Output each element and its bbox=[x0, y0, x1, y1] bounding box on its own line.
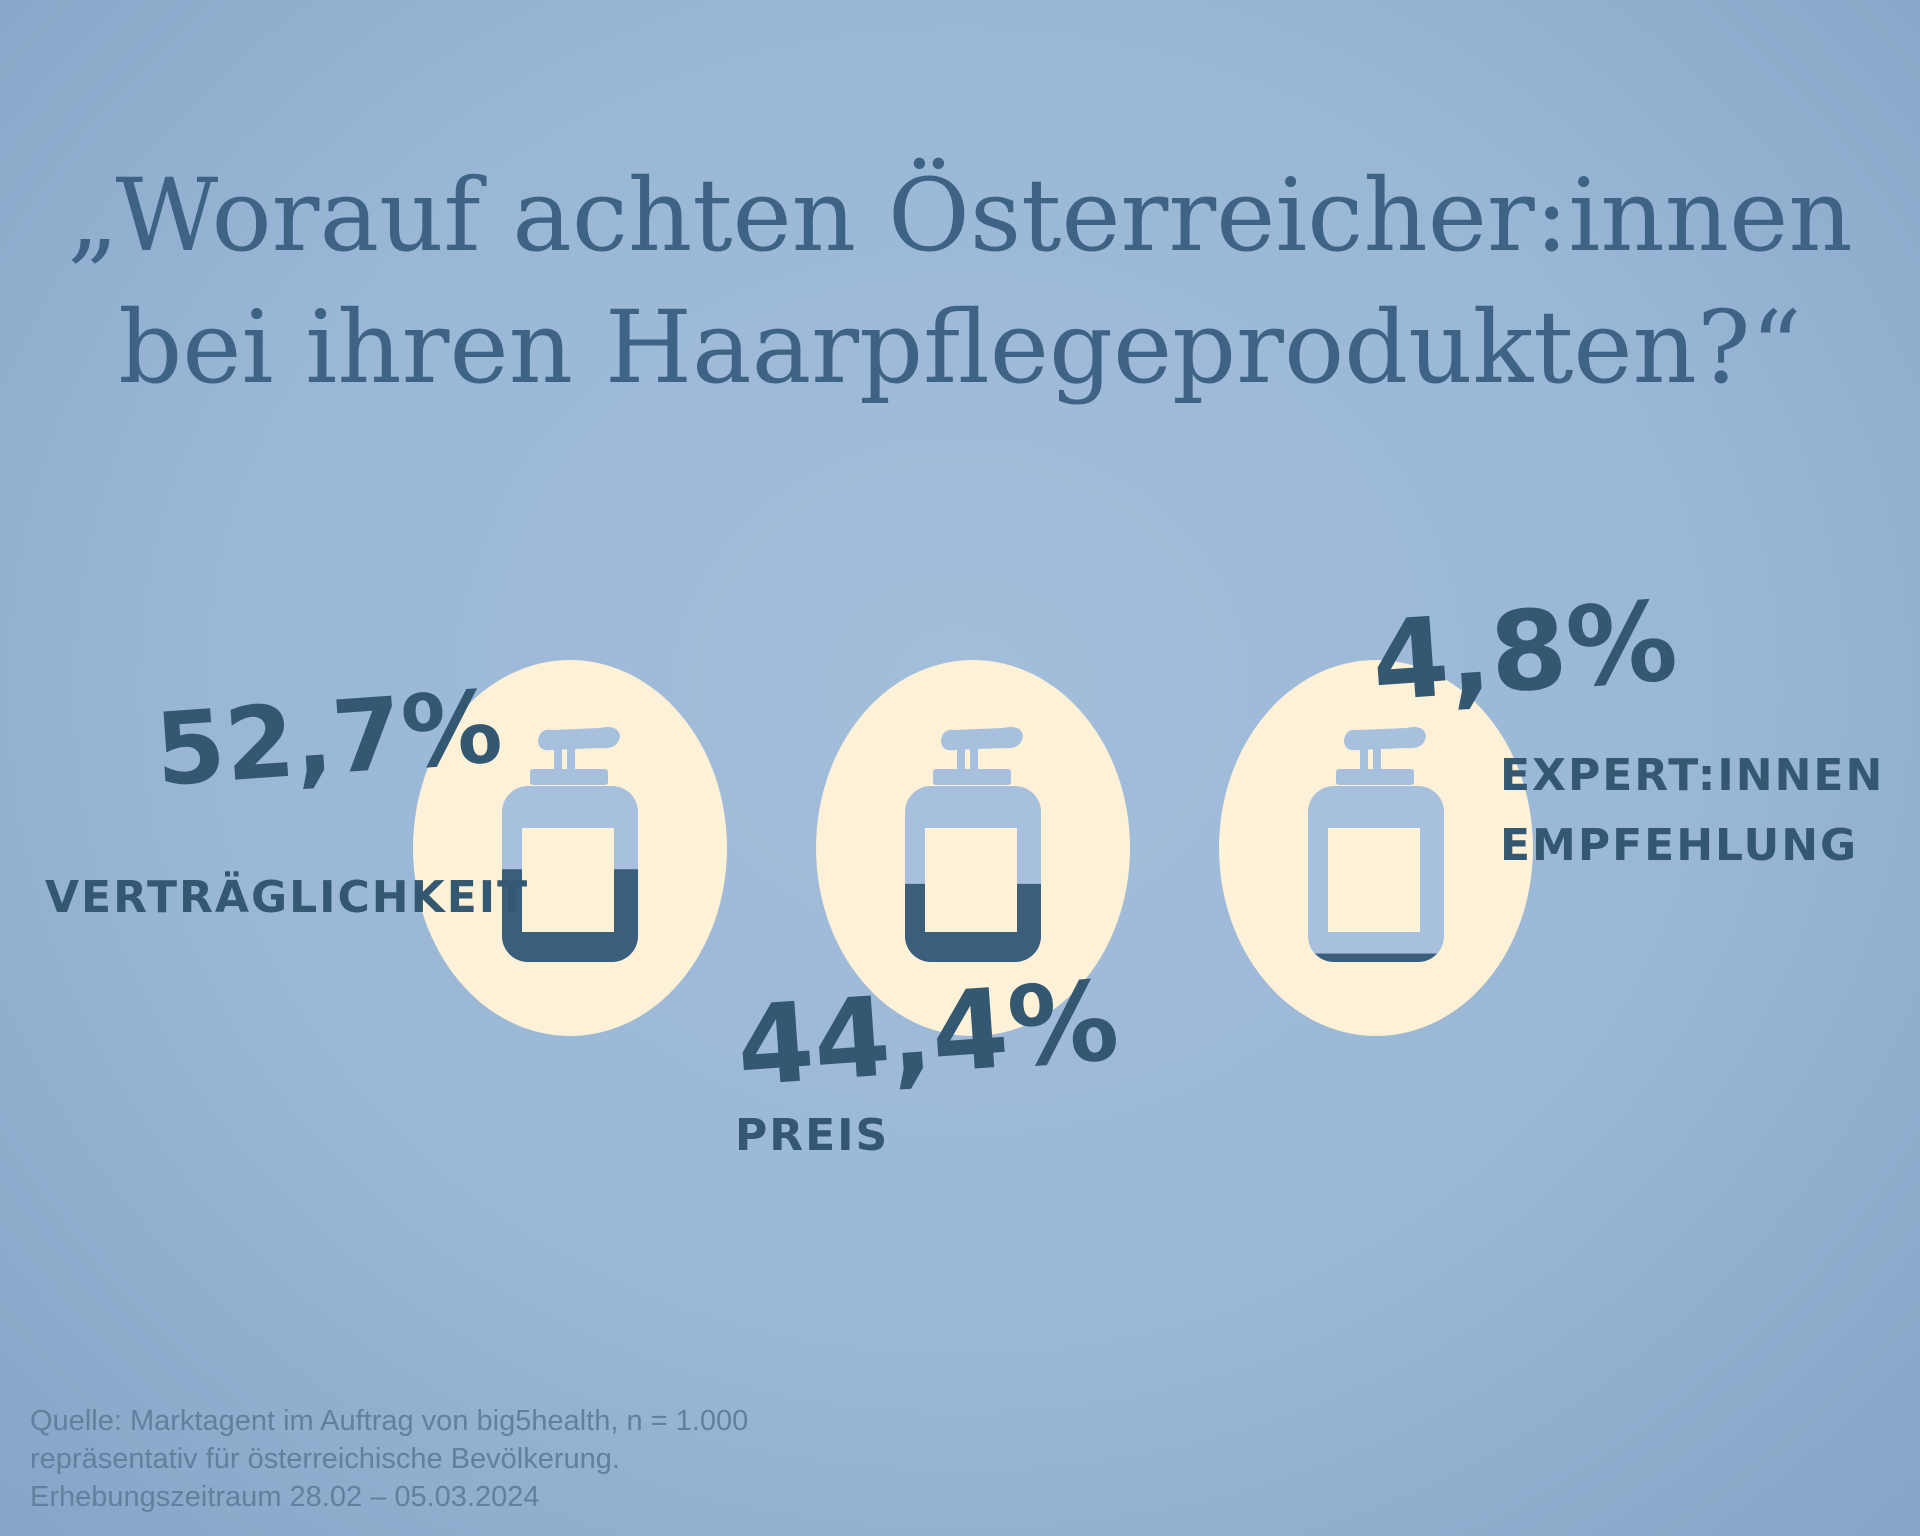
category-label-preis: PREIS bbox=[735, 1110, 889, 1161]
bottle-label-window bbox=[522, 828, 614, 932]
pump-stem bbox=[1360, 749, 1368, 771]
source-note: Quelle: Marktagent im Auftrag von big5he… bbox=[30, 1402, 748, 1516]
bottle-neck bbox=[530, 769, 608, 785]
pump-stem bbox=[567, 749, 575, 771]
title-line-1: „Worauf achten Österreicher:innen bbox=[67, 157, 1853, 274]
category-label-expertinnen-empfehlung: EMPFEHLUNG bbox=[1500, 820, 1858, 871]
category-label-vertraeglichkeit: VERTRÄGLICHKEIT bbox=[45, 870, 529, 923]
source-line-2: repräsentativ für österreichische Bevölk… bbox=[30, 1443, 620, 1475]
pump-stem bbox=[957, 749, 965, 771]
bottle-label-window bbox=[1328, 828, 1420, 932]
value-label-expertinnen-empfehlung: 4,8% bbox=[1368, 577, 1681, 726]
value-label-preis: 44,4% bbox=[733, 957, 1123, 1111]
pump-stem bbox=[1373, 749, 1381, 771]
pump-head-icon bbox=[538, 727, 620, 751]
chart-title: „Worauf achten Österreicher:innen bei ih… bbox=[0, 150, 1920, 414]
bottle-neck bbox=[1336, 769, 1414, 785]
bottle-neck bbox=[933, 769, 1011, 785]
category-label-expertinnen-empfehlung: EXPERT:INNEN bbox=[1500, 750, 1884, 801]
bottle-item-preis bbox=[816, 660, 1130, 1036]
bottle-item-expertinnen-empfehlung bbox=[1219, 660, 1533, 1036]
fill-level-bar bbox=[1308, 953, 1444, 962]
pump-head-icon bbox=[1344, 727, 1426, 751]
source-line-1: Quelle: Marktagent im Auftrag von big5he… bbox=[30, 1405, 749, 1437]
source-line-3: Erhebungszeitraum 28.02 – 05.03.2024 bbox=[30, 1481, 540, 1513]
pump-head-icon bbox=[941, 727, 1023, 751]
value-label-vertraeglichkeit: 52,7% bbox=[152, 668, 506, 809]
pump-stem bbox=[554, 749, 562, 771]
pump-stem bbox=[970, 749, 978, 771]
bottle-item-vertraeglichkeit bbox=[413, 660, 727, 1036]
title-line-2: bei ihren Haarpflegeprodukten?“ bbox=[118, 289, 1802, 406]
bottle-label-window bbox=[925, 828, 1017, 932]
